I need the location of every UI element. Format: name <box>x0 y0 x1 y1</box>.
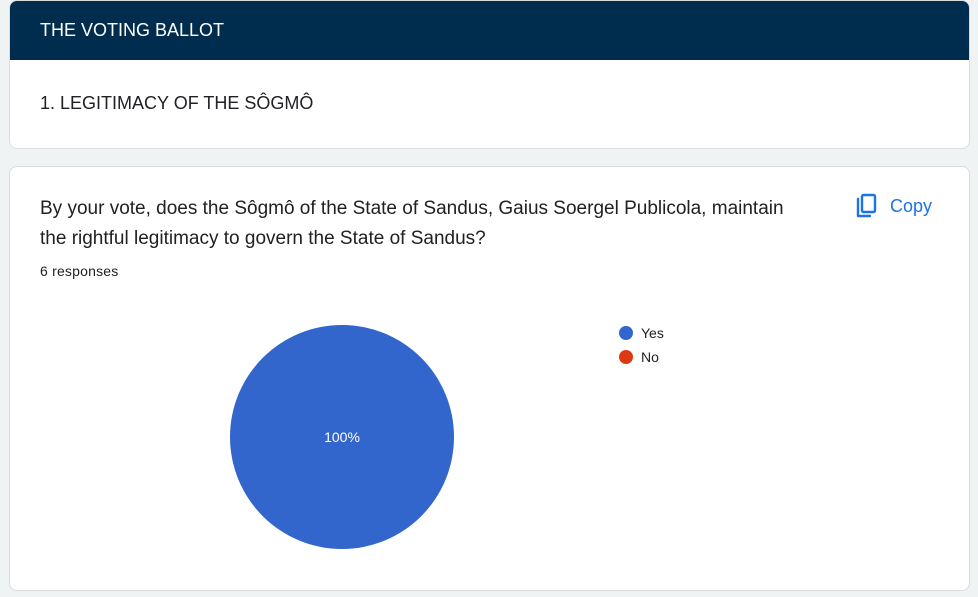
chart-legend: Yes No <box>619 321 664 369</box>
legend-dot-yes <box>619 326 633 340</box>
section-title: 1. LEGITIMACY OF THE SÔGMÔ <box>40 93 314 113</box>
section-header: THE VOTING BALLOT <box>10 1 969 60</box>
pie-chart: 100% <box>230 325 454 549</box>
response-count: 6 responses <box>40 263 119 279</box>
section-card: THE VOTING BALLOT 1. LEGITIMACY OF THE S… <box>9 0 970 149</box>
legend-dot-no <box>619 350 633 364</box>
question-card: By your vote, does the Sôgmô of the Stat… <box>9 166 970 591</box>
question-text: By your vote, does the Sôgmô of the Stat… <box>40 198 784 249</box>
pie-slice-yes[interactable] <box>230 325 454 549</box>
legend-label-yes: Yes <box>641 325 664 341</box>
legend-item-yes[interactable]: Yes <box>619 321 664 345</box>
copy-icon <box>854 192 878 220</box>
pie-label-yes: 100% <box>324 429 360 445</box>
legend-item-no[interactable]: No <box>619 345 664 369</box>
legend-label-no: No <box>641 349 659 365</box>
copy-label: Copy <box>890 195 933 216</box>
copy-chart-button[interactable]: Copy <box>854 190 932 222</box>
